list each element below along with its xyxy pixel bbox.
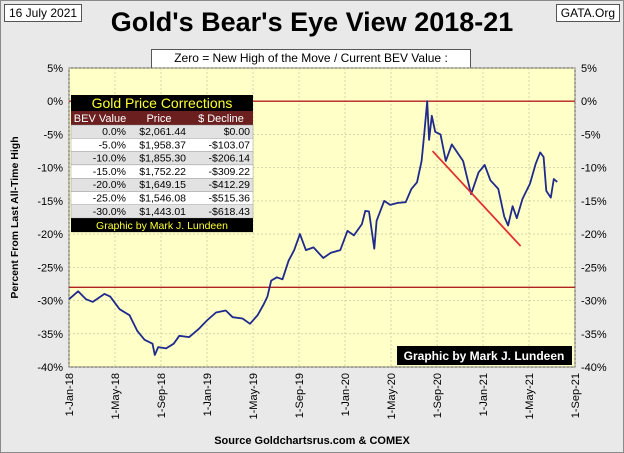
table-cell: -10.0% (93, 153, 126, 165)
table-cell: -30.0% (93, 206, 126, 218)
table-cell: -20.0% (93, 179, 126, 191)
series-line-gold-bev (68, 100, 558, 356)
y-tick-label-right: -5% (581, 129, 601, 141)
table-cell: -5.0% (99, 139, 126, 151)
x-tick-label: 1-Sep-21 (570, 373, 582, 418)
y-tick-label-left: 5% (47, 63, 63, 75)
date-label: 16 July 2021 (4, 4, 83, 22)
x-tick-label: 1-Jan-20 (340, 373, 352, 416)
table-cell: $2,061.44 (139, 126, 186, 138)
table-credit: Graphic by Mark J. Lundeen (96, 220, 228, 232)
trend-layer (431, 150, 522, 247)
y-tick-label-right: -25% (581, 262, 607, 274)
y-tick-label-left: -15% (37, 196, 63, 208)
table-header-bg (71, 111, 253, 125)
table-cell: $1,958.37 (139, 139, 186, 151)
table-cell: -$103.07 (209, 139, 251, 151)
y-tick-label-left: -30% (37, 296, 63, 308)
table-cell: -$206.14 (209, 153, 251, 165)
x-ticks: 1-Jan-18 1-May-18 1-Sep-18 1-Jan-19 1-May-19… (64, 373, 582, 419)
x-tick-label: 1-May-19 (248, 373, 260, 419)
y-tick-label-left: -20% (37, 229, 63, 241)
table-cell: -$618.43 (209, 206, 251, 218)
table-cell: -15.0% (93, 166, 126, 178)
trend-line (431, 150, 522, 247)
chart-title: Gold's Bear's Eye View 2018-21 (110, 7, 514, 37)
y-tick-label-left: -25% (37, 262, 63, 274)
x-tick-label: 1-Sep-19 (294, 373, 306, 418)
credit-box-bg (397, 346, 572, 365)
y-tick-label-right: 0% (581, 96, 597, 108)
table-cell: $1,855.30 (139, 153, 186, 165)
table-cell: $1,752.22 (139, 166, 186, 178)
credit-box-text: Graphic by Mark J. Lundeen (404, 349, 565, 363)
table-cell: 0.0% (102, 126, 126, 138)
y-tick-label-right: -20% (581, 229, 607, 241)
table-cell: -$515.36 (209, 193, 251, 205)
y-tick-label-right: -40% (581, 362, 607, 374)
y-tick-label-right: -10% (581, 163, 607, 175)
table-credit-bg (71, 218, 253, 233)
y-tick-label-left: -40% (37, 362, 63, 374)
table-cell: -$412.29 (209, 179, 251, 191)
table-title-bg (71, 95, 253, 111)
x-tick-label: 1-May-20 (386, 373, 398, 419)
credit-box: Graphic by Mark J. Lundeen (397, 346, 572, 365)
table-title: Gold Price Corrections (92, 95, 233, 111)
y-tick-label-left: -5% (43, 129, 63, 141)
x-tick-label: 1-May-21 (524, 373, 536, 419)
x-tick-label: 1-Jan-18 (64, 373, 76, 416)
corrections-table: Gold Price Corrections BEV Value Price $ De… (70, 95, 254, 233)
source-note: Source Goldchartsrus.com & COMEX (214, 435, 410, 447)
x-tick-label: 1-Sep-18 (156, 373, 168, 418)
y-axis-label: Percent From Last All-Time High (9, 136, 21, 298)
table-cell: $1,649.15 (139, 179, 186, 191)
table-header-cell: BEV Value (74, 113, 126, 125)
y-tick-label-left: 0% (47, 96, 63, 108)
x-tick-label: 1-Jan-19 (202, 373, 214, 416)
y-tick-label-right: 5% (581, 63, 597, 75)
x-tick-label: 1-Jan-21 (478, 373, 490, 416)
site-label: GATA.Org (555, 4, 620, 22)
table-cell: -$309.22 (209, 166, 251, 178)
table-cell: -25.0% (93, 193, 126, 205)
table-header-cell: $ Decline (198, 113, 244, 125)
table-header-cell: Price (146, 113, 171, 125)
table-cell: $1,546.08 (139, 193, 186, 205)
table-cell: $1,443.01 (139, 206, 186, 218)
y-tick-label-right: -15% (581, 196, 607, 208)
y-tick-label-left: -10% (37, 163, 63, 175)
x-tick-label: 1-May-18 (110, 373, 122, 419)
y-tick-label-right: -30% (581, 296, 607, 308)
x-tick-label: 1-Sep-20 (432, 373, 444, 418)
y-tick-label-right: -35% (581, 329, 607, 341)
y-ticks-left: 5% 0% -5% -10% -15% -20% -25% -30% -35% -40% (37, 63, 63, 374)
y-tick-label-left: -35% (37, 329, 63, 341)
table-cell: $0.00 (224, 126, 250, 138)
series-layer (68, 100, 558, 356)
y-ticks-right: 5% 0% -5% -10% -15% -20% -25% -30% -35% -40% (581, 63, 607, 374)
